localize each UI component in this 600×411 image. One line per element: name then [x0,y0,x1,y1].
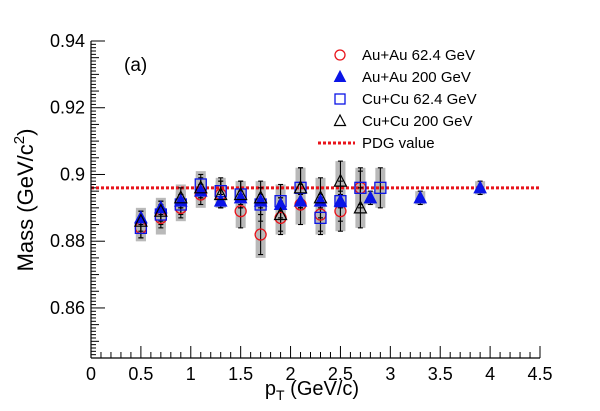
data-point [254,198,267,211]
y-title-superscript: 2 [11,136,28,144]
data-point [174,198,187,211]
data-point [133,213,148,227]
data-point [214,185,227,198]
axes-layer: 0 0.5 1 1.5 2 2.5 3 3.5 4 4.5 0.86 0.88 0.9 0.92 0.94 [50,31,553,384]
data-point [473,180,487,194]
data-point [313,190,328,204]
legend-label: Au+Au 62.4 GeV [362,47,475,64]
data-point [333,173,348,187]
x-tick-label: 3 [385,364,395,384]
data-point [293,193,308,207]
x-tick-label: 0 [86,364,96,384]
x-tick-label: 2 [286,364,296,384]
x-tick-label: 3.5 [428,364,453,384]
data-point [363,190,378,204]
legend-label: Cu+Cu 200 GeV [362,113,473,130]
data-point [194,178,207,191]
y-title-rest: ) [13,129,38,136]
legend: Au+Au 62.4 GeV Au+Au 200 GeV Cu+Cu 62.4 Ge… [318,47,477,152]
data-point [293,180,308,194]
data-point [353,200,368,214]
y-tick-label: 0.94 [50,31,85,51]
legend-label: Au+Au 200 GeV [362,69,471,86]
data-point [234,205,247,218]
data-point [334,195,347,208]
panel-label: (a) [124,55,147,76]
data-point [354,181,367,194]
x-title-rest: (GeV/c) [285,378,359,400]
data-point [253,190,268,204]
legend-label: PDG value [362,135,435,152]
data-point [134,221,148,235]
data-point [213,193,228,207]
x-tick-label: 1.5 [228,364,253,384]
x-tick-label: 2.5 [328,364,353,384]
legend-label: Cu+Cu 62.4 GeV [362,91,477,108]
data-point [274,195,287,208]
data-point [153,203,168,217]
data-points-layer [133,173,487,241]
legend-marker [334,93,346,105]
x-title-main: p [265,378,276,400]
legend-marker [333,69,347,82]
x-tick-label: 0.5 [128,364,153,384]
data-point [273,206,288,221]
data-point [374,181,387,194]
data-point [254,228,267,241]
data-point [233,186,248,201]
x-tick-label: 4.5 [527,364,552,384]
data-point [413,190,428,204]
y-axis-title: Mass (GeV/c2) [11,129,38,272]
data-point [173,190,188,204]
data-point [193,180,208,194]
x-axis-title: pT (GeV/c) [265,378,359,403]
legend-marker [334,49,346,61]
y-tick-label: 0.9 [60,164,85,184]
y-title-main: Mass (GeV/c [13,144,38,271]
legend-marker [333,113,347,127]
data-point [314,211,327,225]
x-title-subscript: T [276,387,285,403]
x-tick-label: 4 [485,364,495,384]
x-tick-label: 1 [186,364,196,384]
y-tick-label: 0.92 [50,98,85,118]
data-point [213,186,228,201]
y-tick-label: 0.86 [50,298,85,318]
y-tick-label: 0.88 [50,231,85,251]
